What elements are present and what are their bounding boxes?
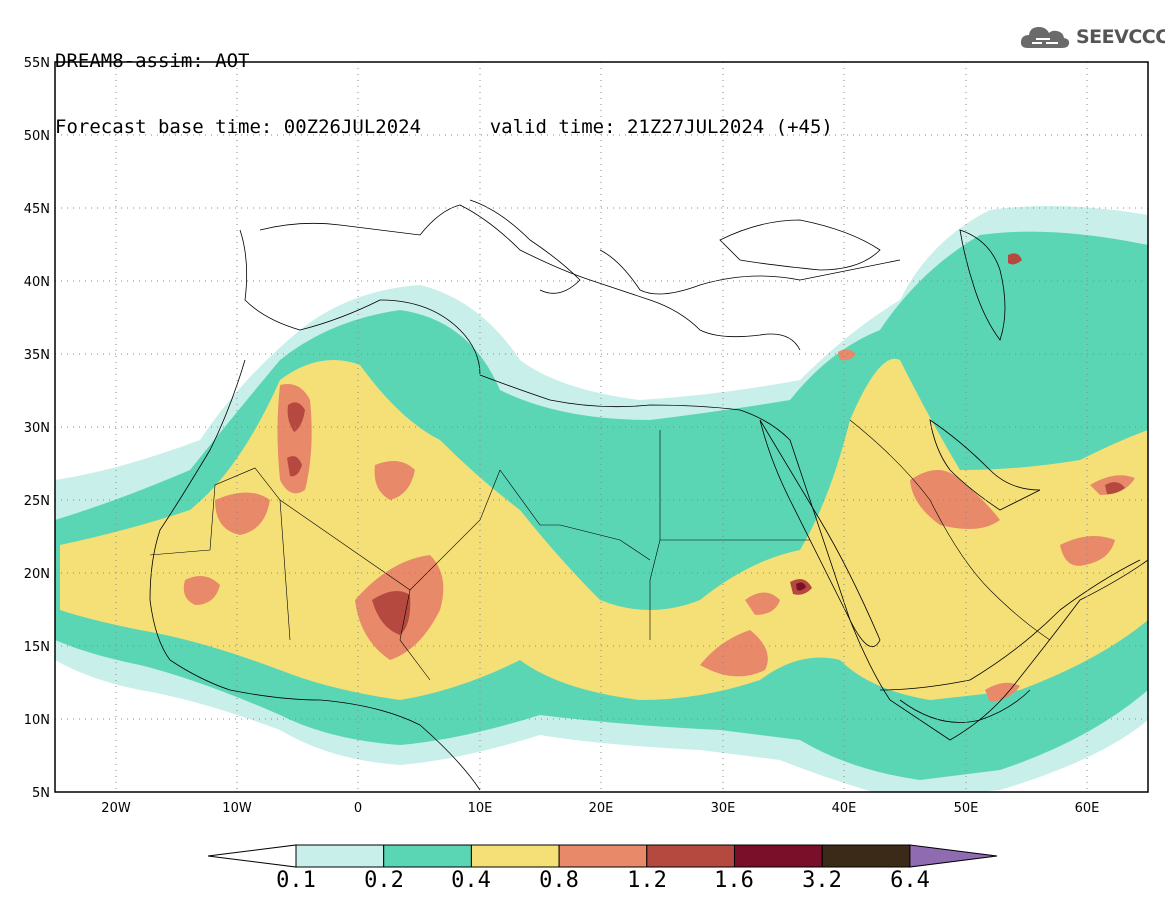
lat-labels: 55N 50N 45N 40N 35N 30N 25N 20N 15N 10N … (24, 56, 50, 801)
lat-label: 10N (24, 713, 50, 728)
colorbar-label: 1.6 (714, 868, 754, 893)
logo-text: SEEVCCC (1076, 26, 1165, 48)
border-mali-niger (399, 589, 431, 681)
aot-patch-0.8-a (215, 492, 270, 535)
colorbar-swatch-5 (734, 844, 823, 868)
model-title: DREAM8-assim: AOT (55, 50, 250, 72)
colorbar-label: 0.2 (364, 868, 404, 893)
coast-atlantic (149, 359, 481, 791)
lon-label: 0 (354, 801, 362, 816)
border-libya-egypt (649, 430, 661, 640)
border-algeria-mali (279, 469, 501, 591)
aot-patch-0.8-g (745, 592, 780, 615)
coast-west-africa (239, 229, 1148, 741)
coast-horn (899, 689, 1031, 723)
aot-patch-1.2-f (1008, 253, 1022, 265)
colorbar-swatch-1 (383, 844, 472, 868)
lon-label: 10W (222, 801, 252, 816)
valid-time: valid time: 21Z27JUL2024 (+45) (489, 116, 833, 138)
aot-patch-1.2-a (372, 591, 411, 635)
lon-label: 10E (468, 801, 493, 816)
border-saudi (849, 419, 1051, 641)
aot-patch-0.8-f (700, 630, 768, 677)
aot-patch-1.2-e (1105, 482, 1125, 495)
colorbar-swatch-4 (646, 844, 735, 868)
lat-label: 15N (24, 640, 50, 655)
aot-patch-1.2-c (287, 456, 302, 477)
coast-red-sea (759, 419, 881, 647)
map-header: DREAM8-assim: AOT Forecast base time: 00… (55, 6, 833, 160)
lat-label: 25N (24, 494, 50, 509)
seevccc-logo: SEEVCCC (1018, 22, 1165, 52)
lon-label: 60E (1075, 801, 1100, 816)
colorbar-label: 0.4 (451, 868, 491, 893)
lat-label: 30N (24, 421, 50, 436)
aot-fields (55, 206, 1148, 792)
coast-arabia-south (879, 559, 1141, 691)
coastlines (149, 199, 1148, 791)
lat-label: 40N (24, 275, 50, 290)
graticule (55, 62, 1148, 792)
coast-greece-turkey (599, 249, 901, 295)
colorbar-label: 0.1 (276, 868, 316, 893)
base-time: Forecast base time: 00Z26JUL2024 (55, 116, 422, 138)
lat-label: 45N (24, 202, 50, 217)
lon-label: 30E (711, 801, 736, 816)
colorbar-swatch-2 (470, 844, 560, 868)
colorbar-label: 0.8 (539, 868, 579, 893)
border-sudan-chad (559, 524, 651, 561)
lon-label: 50E (954, 801, 979, 816)
coast-italy (469, 199, 581, 294)
country-borders (149, 419, 1051, 681)
aot-patch-0.8-l (838, 349, 856, 361)
colorbar-swatch-0 (295, 844, 385, 868)
border-libya-niger (499, 469, 560, 526)
colorbar-label: 6.4 (890, 868, 930, 893)
coast-persian-gulf (929, 419, 1041, 511)
lon-labels: 20W 10W 0 10E 20E 30E 40E 50E 60E (101, 801, 1099, 816)
lat-label: 20N (24, 567, 50, 582)
coast-black-sea (719, 219, 881, 271)
aot-patch-1.6-a (796, 582, 806, 591)
cloud-icon (1020, 27, 1070, 48)
plot-frame (54, 61, 1149, 793)
aot-patch-0.8-j (985, 682, 1020, 702)
time-row: Forecast base time: 00Z26JUL2024 valid t… (55, 116, 833, 138)
colorbar-swatch-3 (558, 844, 648, 868)
coast-caspian (959, 229, 1006, 341)
lon-label: 20E (589, 801, 614, 816)
lat-label: 35N (24, 348, 50, 363)
colorbar-under-triangle (207, 844, 297, 868)
colorbar-over-triangle (909, 844, 998, 868)
aot-patch-0.8-i (1060, 536, 1115, 566)
aot-patch-0.8-e (374, 461, 415, 500)
colorbar-label: 3.2 (802, 868, 842, 893)
lon-label: 20W (101, 801, 131, 816)
aot-patch-1.2-b (287, 402, 305, 432)
colorbar (207, 844, 998, 868)
lat-label: 50N (24, 129, 50, 144)
aot-patch-0.8-c (183, 576, 220, 605)
lon-label: 40E (832, 801, 857, 816)
colorbar-labels: 0.1 0.2 0.4 0.8 1.2 1.6 3.2 6.4 (0, 868, 1165, 898)
colorbar-label: 1.2 (627, 868, 667, 893)
border-mauritania (149, 467, 291, 641)
coast-mediterranean-north (259, 204, 801, 351)
aot-patch-0.8-b (277, 384, 312, 494)
colorbar-swatch-6 (821, 844, 911, 868)
lat-label: 5N (32, 786, 50, 801)
aot-band-0.4 (60, 358, 1148, 700)
lat-label: 55N (24, 56, 50, 71)
